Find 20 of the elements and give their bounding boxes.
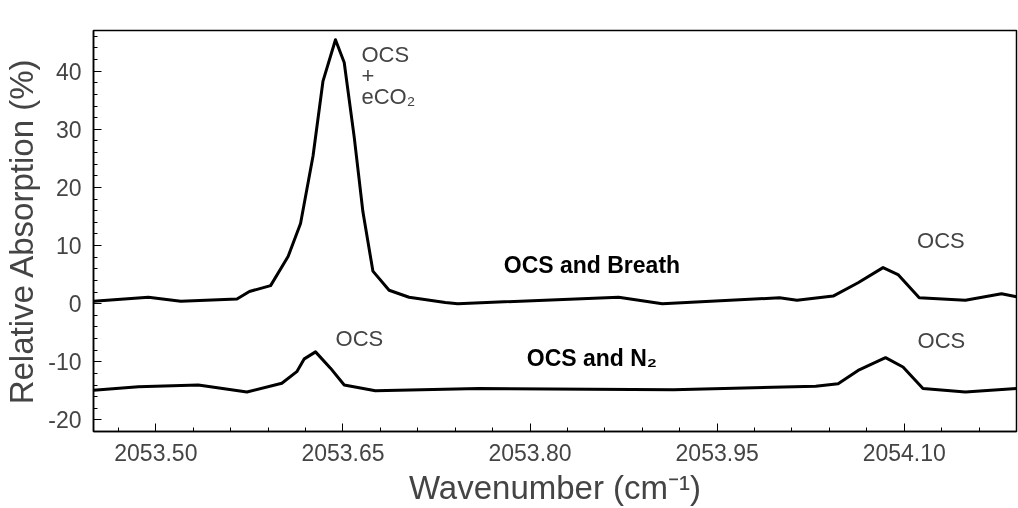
x-tick-label: 2053.65 xyxy=(301,439,385,466)
y-tick-label: -20 xyxy=(48,407,82,434)
x-tick-label: 2053.95 xyxy=(675,439,759,466)
x-axis-title: Wavenumber (cm⁻¹) xyxy=(408,468,702,506)
annotation: OCS xyxy=(335,325,384,351)
y-tick-label: 0 xyxy=(68,291,82,318)
y-axis-title: Relative Absorption (%) xyxy=(3,59,41,405)
y-tick-label: 20 xyxy=(55,174,82,201)
x-tick-label: 2053.80 xyxy=(488,439,572,466)
annotation: OCS + eCO₂ xyxy=(361,41,416,110)
annotation: OCS xyxy=(917,227,965,253)
series-label: OCS and Breath xyxy=(503,252,681,279)
annotation: OCS xyxy=(917,327,966,353)
series-label: OCS and N₂ xyxy=(526,344,658,371)
y-tick-label: -10 xyxy=(48,349,82,376)
y-tick-label: 30 xyxy=(55,116,82,143)
x-tick-label: 2054.10 xyxy=(862,439,946,466)
x-tick-label: 2053.50 xyxy=(114,439,198,466)
y-tick-label: 10 xyxy=(55,233,82,260)
y-tick-label: 40 xyxy=(55,58,82,85)
